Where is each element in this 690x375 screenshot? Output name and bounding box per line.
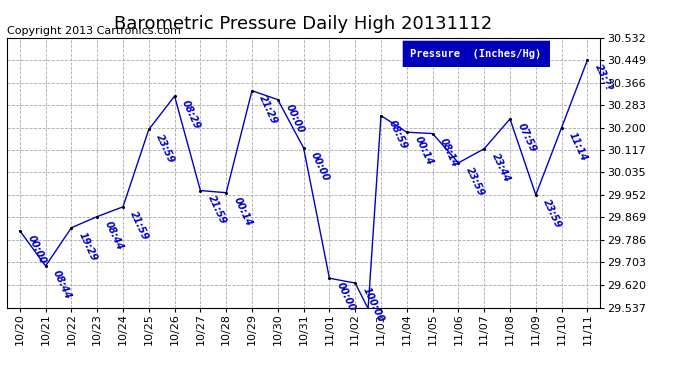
Point	[582, 57, 593, 63]
Point	[479, 146, 490, 152]
Text: 00:00: 00:00	[309, 151, 331, 183]
Text: 21:59: 21:59	[206, 194, 228, 225]
Point	[14, 228, 26, 234]
Point	[144, 126, 155, 132]
Text: Barometric Pressure Daily High 20131112: Barometric Pressure Daily High 20131112	[115, 15, 493, 33]
Text: Copyright 2013 Cartronics.com: Copyright 2013 Cartronics.com	[7, 26, 181, 36]
Point	[427, 130, 438, 136]
Text: 23:44: 23:44	[490, 152, 512, 184]
Text: 21:59: 21:59	[128, 210, 150, 242]
Text: 11:14: 11:14	[567, 130, 589, 163]
Point	[324, 275, 335, 281]
Point	[350, 280, 361, 286]
Point	[40, 263, 51, 269]
Text: 100:00: 100:00	[361, 286, 386, 324]
Text: 08:14: 08:14	[438, 136, 460, 168]
Point	[221, 190, 232, 196]
Text: 08:59: 08:59	[386, 118, 408, 151]
Text: 00:14: 00:14	[232, 195, 254, 228]
Point	[504, 116, 515, 122]
Text: 08:44: 08:44	[51, 269, 73, 301]
Point	[402, 129, 413, 135]
Text: 23:59: 23:59	[155, 132, 177, 165]
Point	[298, 145, 309, 151]
Point	[66, 225, 77, 231]
Point	[117, 204, 128, 210]
Text: 23:59: 23:59	[464, 166, 486, 198]
Text: 23:59: 23:59	[0, 374, 1, 375]
Point	[362, 306, 373, 312]
Text: 00:14: 00:14	[413, 135, 435, 167]
Point	[556, 124, 567, 130]
Text: 07:59: 07:59	[515, 122, 538, 154]
Point	[531, 192, 542, 198]
Point	[453, 160, 464, 166]
Point	[92, 214, 103, 220]
Text: 00:00: 00:00	[26, 234, 48, 266]
Text: 00:00: 00:00	[284, 102, 306, 135]
Text: 00:00: 00:00	[335, 281, 357, 313]
Point	[375, 112, 386, 118]
Point	[169, 93, 180, 99]
Text: 23:59: 23:59	[542, 198, 564, 230]
Text: 23:??: 23:??	[593, 63, 614, 93]
Text: 19:29: 19:29	[77, 231, 99, 263]
Text: 08:29: 08:29	[180, 99, 202, 131]
Point	[195, 188, 206, 194]
Text: 08:44: 08:44	[103, 219, 125, 252]
Point	[246, 88, 257, 94]
Text: 21:29: 21:29	[257, 93, 279, 126]
Point	[273, 97, 284, 103]
